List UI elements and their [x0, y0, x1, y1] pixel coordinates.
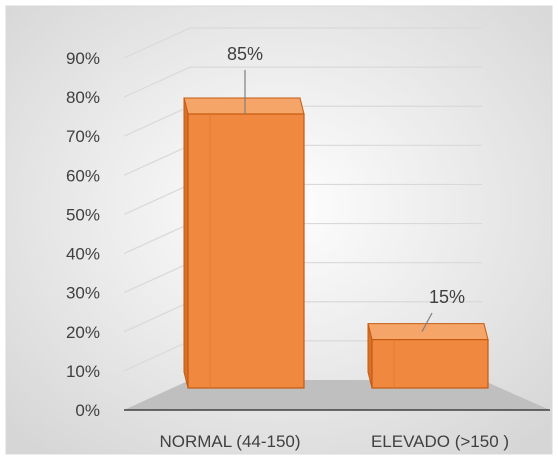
y-tick-label: 70%: [66, 127, 100, 146]
bar-top-face: [367, 323, 489, 341]
y-tick-label: 90%: [66, 49, 100, 68]
bars-group: [183, 97, 489, 389]
data-label: 85%: [227, 44, 263, 64]
y-tick-label: 60%: [66, 166, 100, 185]
bar: [187, 113, 305, 389]
side-gridline: [123, 262, 191, 294]
y-tick-label: 40%: [66, 245, 100, 264]
side-gridline: [123, 105, 191, 137]
side-gridline: [123, 223, 191, 255]
side-gridline: [123, 340, 191, 372]
y-tick-label: 20%: [66, 323, 100, 342]
side-gridline: [123, 183, 191, 215]
side-gridline: [123, 301, 191, 333]
y-tick-label: 10%: [66, 362, 100, 381]
x-tick-label: ELEVADO (>150 ): [371, 432, 509, 451]
side-gridline: [123, 144, 191, 176]
y-tick-label: 30%: [66, 284, 100, 303]
y-tick-label: 80%: [66, 88, 100, 107]
y-tick-label: 0%: [75, 401, 100, 420]
bar-top-face: [183, 97, 305, 115]
data-labels: 85% 15%: [227, 44, 465, 332]
side-gridline: [123, 27, 191, 59]
x-axis-labels: NORMAL (44-150) ELEVADO (>150 ): [159, 432, 509, 451]
data-label: 15%: [429, 287, 465, 307]
data-label-leader: [421, 312, 433, 332]
bar: [371, 339, 489, 389]
side-gridline: [123, 66, 191, 98]
x-tick-label: NORMAL (44-150): [159, 432, 300, 451]
y-tick-label: 50%: [66, 205, 100, 224]
bar-side-face: [183, 97, 189, 389]
y-axis-labels: 0% 10% 20% 30% 40% 50% 60% 70% 80% 90%: [66, 49, 100, 420]
